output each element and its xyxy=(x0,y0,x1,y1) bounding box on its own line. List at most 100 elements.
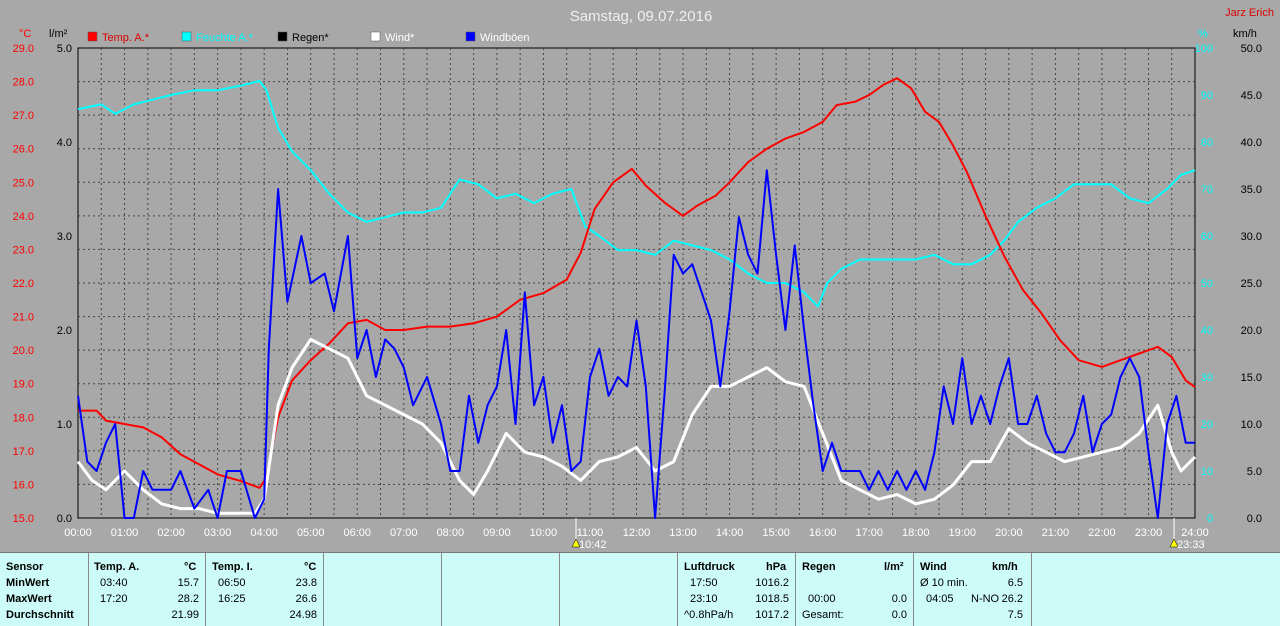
stats-table: Sensor MinWert MaxWert Durchschnitt Temp… xyxy=(0,552,1280,626)
humidity-tick-label: 80 xyxy=(1201,137,1213,149)
marker-label: 23:33 xyxy=(1177,539,1205,550)
legend-label: Wind* xyxy=(385,32,415,44)
author-label: Jarz Erich xyxy=(1225,7,1274,19)
temp-tick-label: 23.0 xyxy=(13,244,34,256)
humidity-tick-label: 0 xyxy=(1207,513,1213,525)
legend-swatch xyxy=(87,31,98,42)
rain-title: Regen xyxy=(802,561,836,573)
humidity-axis-unit: % xyxy=(1198,28,1208,40)
temp-tick-label: 19.0 xyxy=(13,379,34,391)
x-tick-label: 10:00 xyxy=(530,527,558,539)
wind-avg-label: Ø 10 min. xyxy=(920,577,968,589)
rain-tick-label: 2.0 xyxy=(57,325,72,337)
x-tick-label: 03:00 xyxy=(204,527,232,539)
rain-tick-label: 3.0 xyxy=(57,231,72,243)
pressure-unit: hPa xyxy=(766,561,787,573)
x-tick-label: 24:00 xyxy=(1181,527,1209,539)
legend-swatch xyxy=(465,31,476,42)
rain-tick-label: 4.0 xyxy=(57,137,72,149)
pressure-trend-val: 1017.2 xyxy=(755,609,789,621)
pressure-max-time: 23:10 xyxy=(690,593,718,605)
humidity-tick-label: 90 xyxy=(1201,90,1213,102)
wind-tick-label: 45.0 xyxy=(1241,90,1262,102)
rain-tick-label: 1.0 xyxy=(57,419,72,431)
stats-empty-col-2 xyxy=(442,553,560,626)
temp-i-min-time: 06:50 xyxy=(218,577,246,589)
wind-tick-label: 35.0 xyxy=(1241,184,1262,196)
pressure-trend: ^0.8hPa/h xyxy=(684,609,734,621)
x-tick-label: 08:00 xyxy=(437,527,465,539)
weather-chart: Samstag, 09.07.2016 Jarz Erich °C l/m² %… xyxy=(13,7,1274,550)
wind-title: Wind xyxy=(920,561,947,573)
temp-i-title: Temp. I. xyxy=(212,561,253,573)
temp-tick-label: 16.0 xyxy=(13,479,34,491)
stats-empty-col-3 xyxy=(560,553,678,626)
rain-total-label: Gesamt: xyxy=(802,609,844,621)
x-tick-label: 05:00 xyxy=(297,527,325,539)
sensor-header: Sensor xyxy=(6,561,44,573)
x-tick-label: 12:00 xyxy=(623,527,651,539)
humidity-tick-label: 50 xyxy=(1201,278,1213,290)
temp-tick-label: 17.0 xyxy=(13,446,34,458)
x-tick-label: 02:00 xyxy=(157,527,185,539)
wind-tick-label: 30.0 xyxy=(1241,231,1262,243)
temp-i-min-val: 23.8 xyxy=(295,577,317,589)
temp-tick-label: 28.0 xyxy=(13,77,34,89)
wind-tick-label: 50.0 xyxy=(1241,43,1262,55)
temp-tick-label: 26.0 xyxy=(13,144,34,156)
temp-a-unit: °C xyxy=(184,561,197,573)
humidity-tick-label: 20 xyxy=(1201,419,1213,431)
temp-tick-label: 18.0 xyxy=(13,412,34,424)
stats-empty-col-1 xyxy=(324,553,442,626)
rain-tick-label: 0.0 xyxy=(57,513,72,525)
humidity-tick-label: 70 xyxy=(1201,184,1213,196)
legend-label: Feuchte A.* xyxy=(196,32,254,44)
pressure-min-val: 1016.2 xyxy=(755,577,789,589)
temp-i-max-time: 16:25 xyxy=(218,593,246,605)
stats-temp-a-col: Temp. A. °C 03:40 15.7 17:20 28.2 21.99 xyxy=(89,553,206,626)
x-tick-label: 19:00 xyxy=(949,527,977,539)
stats-wind-col: Wind km/h Ø 10 min. 6.5 04:05 N-NO 26.2 … xyxy=(914,553,1032,626)
sun-icon xyxy=(571,538,581,548)
row-label-min: MinWert xyxy=(6,577,50,589)
x-tick-label: 16:00 xyxy=(809,527,837,539)
temp-tick-label: 21.0 xyxy=(13,312,34,324)
legend-swatch xyxy=(181,31,192,42)
series-line-2 xyxy=(76,337,1197,515)
x-tick-label: 17:00 xyxy=(855,527,883,539)
pressure-title: Luftdruck xyxy=(684,561,735,573)
x-tick-label: 23:00 xyxy=(1135,527,1163,539)
legend-label: Regen* xyxy=(292,32,329,44)
rain-total: 0.0 xyxy=(891,609,907,621)
stats-sensor-col: Sensor MinWert MaxWert Durchschnitt xyxy=(0,553,89,626)
wind-gust-time: 04:05 xyxy=(926,593,954,605)
legend-swatch xyxy=(277,31,288,42)
temp-a-max-val: 28.2 xyxy=(177,593,199,605)
temp-tick-label: 22.0 xyxy=(13,278,34,290)
temp-a-min-val: 15.7 xyxy=(177,577,199,589)
wind-tick-label: 20.0 xyxy=(1241,325,1262,337)
grid xyxy=(78,48,1195,518)
row-label-max: MaxWert xyxy=(6,593,52,605)
temp-a-max-time: 17:20 xyxy=(100,593,128,605)
time-markers: 10:42 23:33 xyxy=(571,518,1205,550)
legend: Temp. A.* Feuchte A.* Regen* Wind* Windböen xyxy=(87,31,530,44)
temp-i-unit: °C xyxy=(304,561,317,573)
x-tick-label: 20:00 xyxy=(995,527,1023,539)
pressure-max-val: 1018.5 xyxy=(755,593,789,605)
temp-tick-label: 20.0 xyxy=(13,345,34,357)
wind-avg-val: 6.5 xyxy=(1007,577,1023,589)
rain-tick-label: 5.0 xyxy=(57,43,72,55)
marker-label: 10:42 xyxy=(579,539,607,550)
x-tick-label: 13:00 xyxy=(669,527,697,539)
rain-unit: l/m² xyxy=(884,561,904,573)
humidity-tick-label: 30 xyxy=(1201,372,1213,384)
sun-icon xyxy=(1169,538,1179,548)
stats-temp-i-col: Temp. I. °C 06:50 23.8 16:25 26.6 24.98 xyxy=(206,553,324,626)
x-tick-label: 00:00 xyxy=(64,527,92,539)
x-tick-label: 06:00 xyxy=(343,527,371,539)
temp-tick-label: 29.0 xyxy=(13,43,34,55)
x-tick-label: 22:00 xyxy=(1088,527,1116,539)
wind-tick-label: 25.0 xyxy=(1241,278,1262,290)
wind-tick-label: 15.0 xyxy=(1241,372,1262,384)
